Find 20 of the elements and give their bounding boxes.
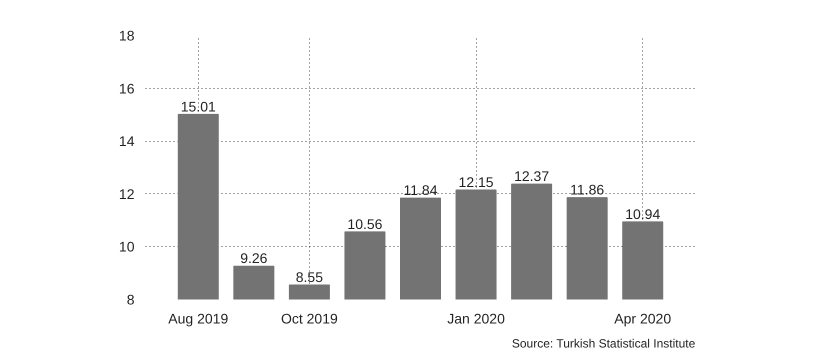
y-tick-label: 10 xyxy=(118,238,135,255)
data-label: 11.86 xyxy=(570,182,604,198)
data-label: 9.26 xyxy=(240,250,268,266)
y-tick-label: 16 xyxy=(118,80,135,96)
data-label: 10.56 xyxy=(347,216,383,232)
data-label: 15.01 xyxy=(180,98,216,114)
x-tick-label: Aug 2019 xyxy=(168,310,228,326)
y-tick-label: 12 xyxy=(118,186,135,202)
data-label: 12.37 xyxy=(514,168,550,184)
y-tick-label: 18 xyxy=(118,28,135,44)
data-label: 10.94 xyxy=(625,206,660,222)
data-label: 12.15 xyxy=(458,174,494,190)
data-label: 8.55 xyxy=(296,268,324,285)
data-label: 11.84 xyxy=(404,182,438,198)
x-tick-label: Apr 2020 xyxy=(614,310,672,326)
source-note: Source: Turkish Statistical Institute xyxy=(512,336,696,350)
x-tick-label: Jan 2020 xyxy=(447,310,506,326)
x-tick-label: Oct 2019 xyxy=(280,310,338,326)
y-tick-label: 8 xyxy=(126,292,135,308)
y-tick-label: 14 xyxy=(118,133,135,150)
